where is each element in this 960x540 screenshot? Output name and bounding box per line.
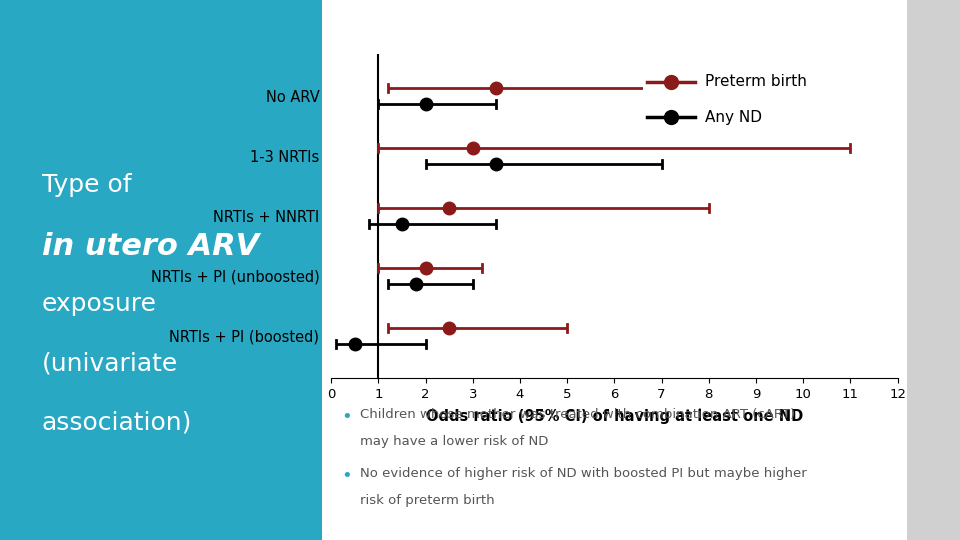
Text: Children whose mother was treated with combination ART (cART): Children whose mother was treated with c… — [360, 408, 795, 421]
Text: exposure: exposure — [42, 292, 156, 315]
Text: in utero ARV: in utero ARV — [42, 232, 259, 261]
Text: Preterm birth: Preterm birth — [705, 74, 806, 89]
Text: Type of: Type of — [42, 173, 132, 197]
X-axis label: Odds ratio (95% CI) of having at least one ND: Odds ratio (95% CI) of having at least o… — [426, 409, 803, 424]
Text: may have a lower risk of ND: may have a lower risk of ND — [360, 435, 548, 448]
Text: (univariate: (univariate — [42, 351, 178, 375]
Text: •: • — [341, 408, 351, 426]
Text: No evidence of higher risk of ND with boosted PI but maybe higher: No evidence of higher risk of ND with bo… — [360, 467, 806, 480]
Text: association): association) — [42, 410, 192, 434]
Text: •: • — [341, 467, 351, 485]
Text: Any ND: Any ND — [705, 110, 761, 125]
Text: risk of preterm birth: risk of preterm birth — [360, 494, 494, 507]
